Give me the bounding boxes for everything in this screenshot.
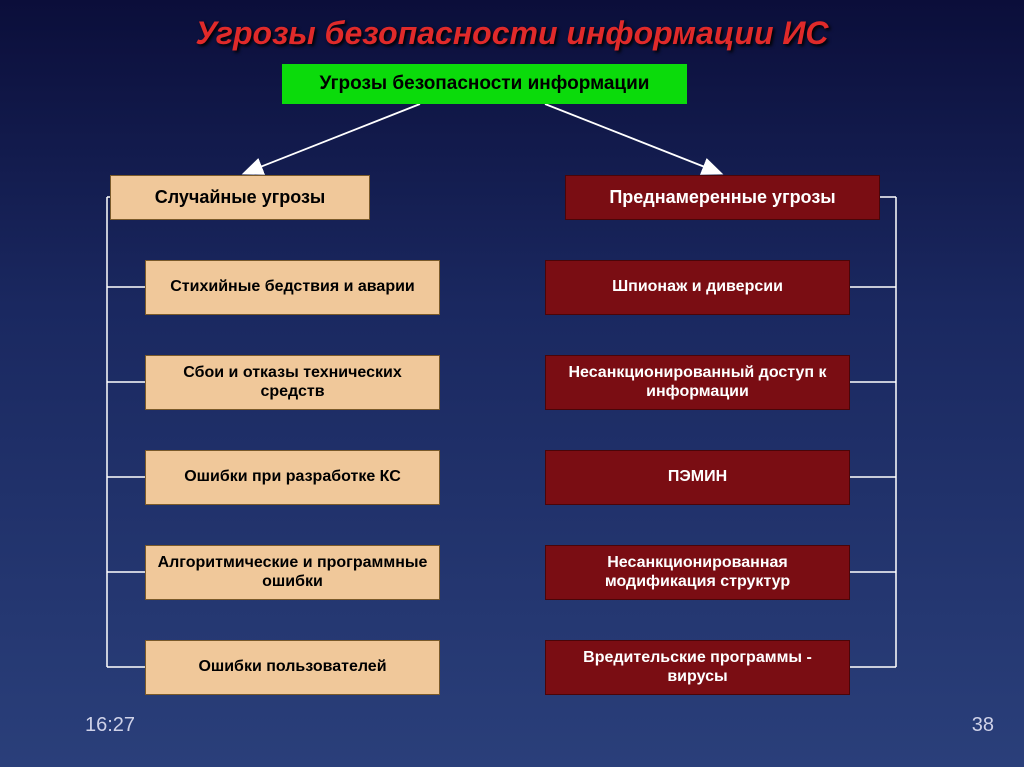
right-item-1-label: Несанкционированный доступ к информации (554, 364, 841, 401)
category-random: Случайные угрозы (110, 175, 370, 220)
left-item-0-label: Стихийные бедствия и аварии (170, 278, 415, 296)
left-item-2: Ошибки при разработке КС (145, 450, 440, 505)
right-item-3-label: Несанкционированная модификация структур (554, 554, 841, 591)
category-intentional-label: Преднамеренные угрозы (609, 187, 835, 208)
right-item-1: Несанкционированный доступ к информации (545, 355, 850, 410)
root-node: Угрозы безопасности информации (282, 64, 687, 104)
right-item-2-label: ПЭМИН (668, 468, 727, 486)
right-item-4-label: Вредительские программы - вирусы (554, 649, 841, 686)
left-item-4: Ошибки пользователей (145, 640, 440, 695)
right-item-2: ПЭМИН (545, 450, 850, 505)
page-number: 38 (972, 714, 994, 737)
timestamp: 16:27 (85, 714, 135, 737)
root-label: Угрозы безопасности информации (320, 73, 650, 95)
right-item-0-label: Шпионаж и диверсии (612, 278, 783, 296)
category-random-label: Случайные угрозы (155, 187, 326, 208)
left-item-3-label: Алгоритмические и программные ошибки (154, 554, 431, 591)
right-item-0: Шпионаж и диверсии (545, 260, 850, 315)
left-item-1-label: Сбои и отказы технических средств (154, 364, 431, 401)
left-item-0: Стихийные бедствия и аварии (145, 260, 440, 315)
left-item-2-label: Ошибки при разработке КС (184, 468, 401, 486)
right-item-3: Несанкционированная модификация структур (545, 545, 850, 600)
right-item-4: Вредительские программы - вирусы (545, 640, 850, 695)
category-intentional: Преднамеренные угрозы (565, 175, 880, 220)
left-item-4-label: Ошибки пользователей (198, 658, 386, 676)
page-title: Угрозы безопасности информации ИС (0, 0, 1024, 52)
left-item-1: Сбои и отказы технических средств (145, 355, 440, 410)
left-item-3: Алгоритмические и программные ошибки (145, 545, 440, 600)
